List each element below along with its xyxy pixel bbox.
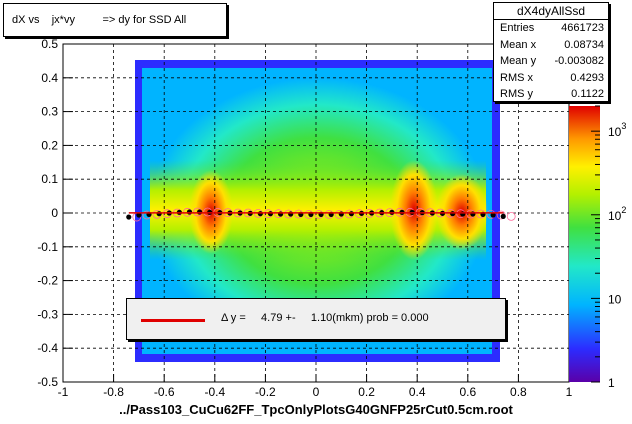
stats-row: Mean x 0.08734 xyxy=(494,37,608,54)
profile-point xyxy=(490,212,496,218)
x-tick-label: -0.2 xyxy=(255,385,276,399)
profile-point xyxy=(348,211,355,217)
fit-legend-text: Δ y = 4.79 +- 1.10(mkm) prob = 0.000 xyxy=(221,312,429,324)
profile-point xyxy=(136,212,142,218)
y-tick-label: 0.1 xyxy=(41,172,58,186)
colorbar-tick-label: 1 xyxy=(608,376,615,390)
profile-point xyxy=(126,214,132,220)
fit-legend: Δ y = 4.79 +- 1.10(mkm) prob = 0.000 xyxy=(126,298,506,340)
colorbar-tick-label: 10 xyxy=(608,292,622,306)
hotspot-right-inner xyxy=(390,160,438,260)
stats-label: Mean x xyxy=(500,38,537,51)
stats-value: 0.4293 xyxy=(570,71,604,84)
colorbar xyxy=(569,106,600,382)
stats-row: RMS x 0.4293 xyxy=(494,70,608,87)
stats-value: 0.1122 xyxy=(571,88,604,100)
stats-box: dX4dyAllSsd Entries 4661723 Mean x 0.08734… xyxy=(493,2,609,102)
profile-marker-ring xyxy=(506,211,516,221)
stats-row: RMS y 0.1122 xyxy=(494,86,608,103)
fit-legend-line xyxy=(141,319,205,322)
stats-value: 4661723 xyxy=(561,22,604,34)
profile-point xyxy=(156,211,162,217)
y-tick-label: 0.5 xyxy=(41,37,58,51)
chart-title: dX vs jx*vy => dy for SSD All xyxy=(3,3,227,37)
stats-value: -0.003082 xyxy=(554,55,604,67)
profile-point xyxy=(267,211,274,217)
x-tick-label: 1 xyxy=(566,385,573,399)
y-tick-label: 0.4 xyxy=(41,71,58,85)
stats-value: 0.08734 xyxy=(564,38,604,51)
y-tick-label: 0.3 xyxy=(41,105,58,119)
profile-point xyxy=(500,213,506,219)
profile-point xyxy=(197,209,203,215)
x-tick-label: 0.8 xyxy=(510,385,527,399)
x-axis-title: ../Pass103_CuCu62FF_TpcOnlyPlotsG40GNFP2… xyxy=(119,402,513,417)
x-tick-label: 0.4 xyxy=(409,385,426,399)
y-tick-label: 0.2 xyxy=(41,138,58,152)
colorbar-tick-label: 103 xyxy=(608,121,626,139)
stats-label: RMS x xyxy=(500,71,533,84)
stats-label: RMS y xyxy=(500,88,533,100)
x-tick-label: -0.6 xyxy=(154,385,175,399)
y-tick-label: 0 xyxy=(51,206,58,220)
y-tick-label: -0.5 xyxy=(37,375,58,389)
y-tick-label: -0.4 xyxy=(37,341,58,355)
stats-row: Mean y -0.003082 xyxy=(494,53,608,70)
y-tick-label: -0.1 xyxy=(37,240,58,254)
x-tick-label: 0.2 xyxy=(358,385,375,399)
profile-point xyxy=(186,209,193,215)
x-tick-label: -1 xyxy=(58,385,69,399)
stats-title: dX4dyAllSsd xyxy=(494,3,608,20)
stats-label: Mean y xyxy=(500,55,537,67)
profile-point xyxy=(450,211,456,217)
stats-row: Entries 4661723 xyxy=(494,20,608,37)
x-tick-label: 0.6 xyxy=(459,385,476,399)
colorbar-tick-label: 102 xyxy=(608,205,626,223)
y-tick-label: -0.3 xyxy=(37,307,58,321)
colorbar-tick-exponent: 2 xyxy=(621,205,626,215)
x-tick-label: 0 xyxy=(313,385,320,399)
y-tick-label: -0.2 xyxy=(37,274,58,288)
axes: -1 -0.8 -0.6 -0.4 -0.2 0 0.2 0.4 0.6 0.8 1 0.5 0.4 0.… xyxy=(37,37,572,399)
profile-point xyxy=(257,211,263,217)
x-tick-label: -0.8 xyxy=(103,385,124,399)
x-tick-label: -0.4 xyxy=(204,385,225,399)
colorbar-tick-exponent: 3 xyxy=(621,121,626,131)
stats-label: Entries xyxy=(500,22,535,34)
